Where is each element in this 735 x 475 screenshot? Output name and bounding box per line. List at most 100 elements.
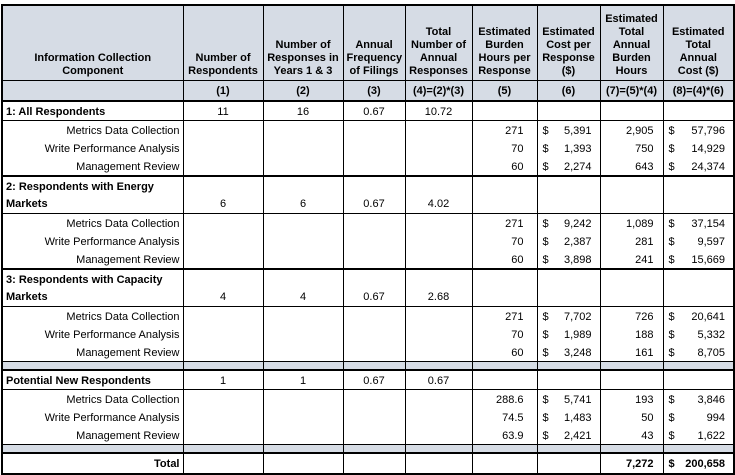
cell-burden-hours: 161 bbox=[599, 343, 664, 362]
empty-cell bbox=[262, 213, 344, 232]
empty-cell bbox=[342, 157, 406, 176]
empty-cell bbox=[182, 157, 264, 176]
cell-annual-cost: $14,929 bbox=[662, 139, 735, 157]
cell-annual-responses: 4.02 bbox=[404, 175, 473, 214]
dollar-sign: $ bbox=[542, 430, 549, 442]
empty-cell bbox=[262, 157, 344, 176]
cell-annual-responses: 10.72 bbox=[404, 100, 473, 121]
cell-annual-cost: $20,641 bbox=[662, 306, 735, 325]
total-row: Total 7,272 $200,658 bbox=[1, 452, 735, 474]
cell-annual-cost: $24,374 bbox=[662, 157, 735, 176]
empty-cell bbox=[262, 325, 344, 343]
header-number-of-responses: Number of Responses in Years 1 & 3 bbox=[262, 5, 344, 81]
empty-cell bbox=[471, 268, 538, 307]
cell-respondents: 11 bbox=[182, 100, 264, 121]
empty-cell bbox=[182, 408, 264, 426]
empty-cell bbox=[342, 120, 406, 139]
item-row: Write Performance Analysis 70 $2,387 281… bbox=[1, 232, 735, 250]
header-total-annual-responses: Total Number of Annual Responses bbox=[404, 5, 473, 81]
empty-cell bbox=[342, 139, 406, 157]
empty-cell bbox=[182, 306, 264, 325]
cell-hours-per-response: 60 bbox=[471, 157, 538, 176]
cell-hours-per-response: 271 bbox=[471, 306, 538, 325]
cell-hours-per-response: 63.9 bbox=[471, 426, 538, 445]
empty-cell bbox=[262, 306, 344, 325]
empty-cell bbox=[662, 361, 735, 371]
empty-cell bbox=[404, 213, 473, 232]
section-label: Potential New Respondents bbox=[1, 369, 184, 390]
col-id-4: (4)=(2)*(3) bbox=[404, 80, 473, 102]
section-row: 2: Respondents with Energy Markets 6 6 0… bbox=[1, 175, 735, 214]
item-row: Management Review 63.9 $2,421 43 $1,622 bbox=[1, 426, 735, 445]
col-id-2: (2) bbox=[262, 80, 344, 102]
empty-cell bbox=[404, 389, 473, 408]
empty-cell bbox=[262, 389, 344, 408]
empty-cell bbox=[599, 175, 664, 214]
empty-cell bbox=[182, 139, 264, 157]
column-id-row: (1) (2) (3) (4)=(2)*(3) (5) (6) (7)=(5)*… bbox=[1, 80, 735, 102]
section-label: 3: Respondents with Capacity Markets bbox=[1, 268, 184, 307]
empty-cell bbox=[662, 175, 735, 214]
empty-cell bbox=[342, 452, 406, 474]
cell-burden-hours: 193 bbox=[599, 389, 664, 408]
dollar-sign: $ bbox=[542, 347, 549, 359]
cell-burden-hours: 281 bbox=[599, 232, 664, 250]
dollar-sign: $ bbox=[668, 394, 675, 406]
empty-cell bbox=[404, 444, 473, 454]
cell-cost-per-response: $7,702 bbox=[536, 306, 601, 325]
empty-cell bbox=[599, 268, 664, 307]
empty-cell bbox=[471, 175, 538, 214]
empty-cell bbox=[342, 325, 406, 343]
empty-cell bbox=[342, 389, 406, 408]
section-row: 3: Respondents with Capacity Markets 4 4… bbox=[1, 268, 735, 307]
empty-cell bbox=[1, 361, 184, 371]
empty-cell bbox=[404, 232, 473, 250]
cell-cost-per-response: $2,274 bbox=[536, 157, 601, 176]
empty-cell bbox=[536, 361, 601, 371]
empty-cell bbox=[182, 389, 264, 408]
item-label: Write Performance Analysis bbox=[1, 139, 184, 157]
dollar-sign: $ bbox=[542, 143, 549, 155]
col-id-8: (8)=(4)*(6) bbox=[662, 80, 735, 102]
empty-cell bbox=[536, 175, 601, 214]
cell-cost-per-response: $2,421 bbox=[536, 426, 601, 445]
item-label: Write Performance Analysis bbox=[1, 232, 184, 250]
dollar-sign: $ bbox=[542, 236, 549, 248]
cell-cost-per-response: $3,248 bbox=[536, 343, 601, 362]
dollar-sign: $ bbox=[668, 311, 675, 323]
empty-cell bbox=[262, 139, 344, 157]
empty-cell bbox=[342, 408, 406, 426]
cell-responses: 4 bbox=[262, 268, 344, 307]
separator-row bbox=[1, 361, 735, 371]
cell-annual-cost: $1,622 bbox=[662, 426, 735, 445]
empty-cell bbox=[262, 120, 344, 139]
header-total-annual-burden-hours: Estimated Total Annual Burden Hours bbox=[599, 5, 664, 81]
header-cost-per-response: Estimated Cost per Response ($) bbox=[536, 5, 601, 81]
header-annual-frequency: Annual Frequency of Filings bbox=[342, 5, 406, 81]
dollar-sign: $ bbox=[668, 236, 675, 248]
empty-cell bbox=[404, 361, 473, 371]
dollar-sign: $ bbox=[542, 311, 549, 323]
cell-annual-cost: $5,332 bbox=[662, 325, 735, 343]
empty-cell bbox=[182, 444, 264, 454]
empty-cell bbox=[471, 100, 538, 121]
item-row: Management Review 60 $2,274 643 $24,374 bbox=[1, 157, 735, 176]
empty-cell bbox=[404, 325, 473, 343]
empty-cell bbox=[262, 361, 344, 371]
cell-burden-hours: 726 bbox=[599, 306, 664, 325]
empty-cell bbox=[182, 232, 264, 250]
dollar-sign: $ bbox=[542, 412, 549, 424]
empty-cell bbox=[342, 426, 406, 445]
empty-cell bbox=[1, 80, 184, 102]
empty-cell bbox=[404, 408, 473, 426]
cell-respondents: 4 bbox=[182, 268, 264, 307]
item-label: Metrics Data Collection bbox=[1, 306, 184, 325]
cell-frequency: 0.67 bbox=[342, 100, 406, 121]
cell-hours-per-response: 70 bbox=[471, 325, 538, 343]
cell-annual-responses: 0.67 bbox=[404, 369, 473, 390]
cell-hours-per-response: 271 bbox=[471, 120, 538, 139]
item-row: Metrics Data Collection 271 $5,391 2,905… bbox=[1, 120, 735, 139]
empty-cell bbox=[471, 369, 538, 390]
empty-cell bbox=[599, 361, 664, 371]
